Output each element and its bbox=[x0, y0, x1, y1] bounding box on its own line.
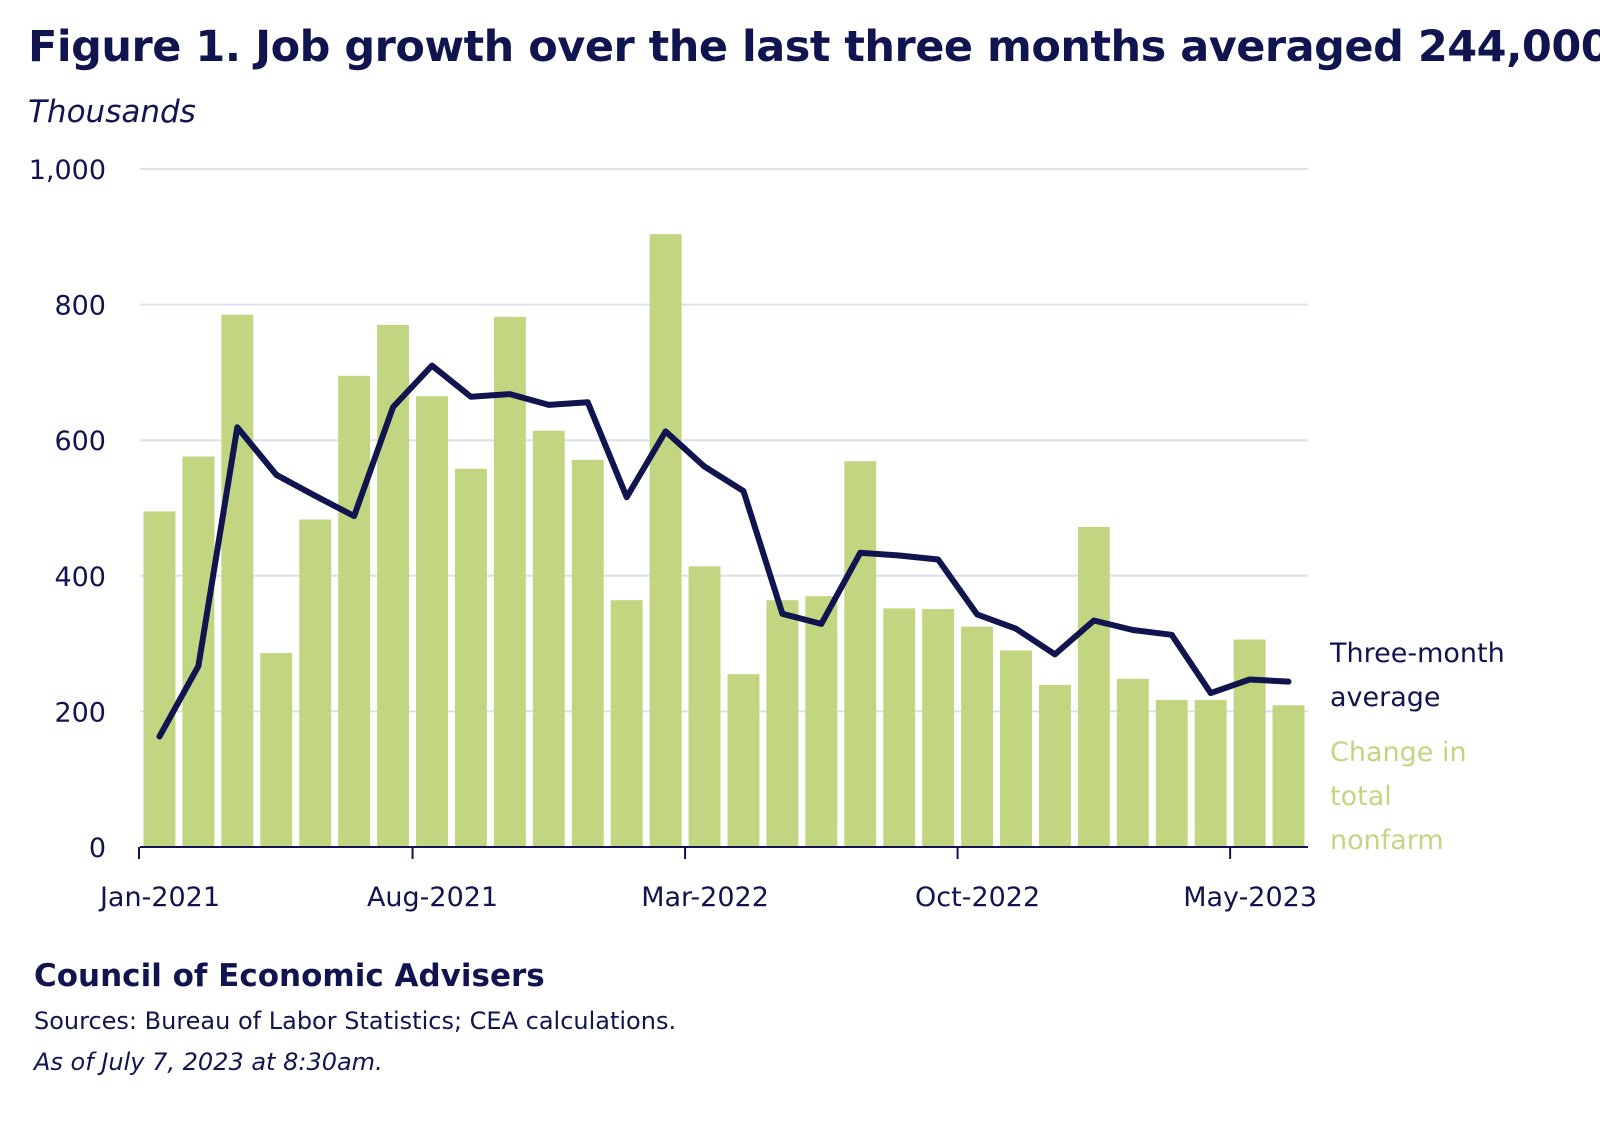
bar bbox=[143, 511, 176, 847]
bar bbox=[727, 674, 760, 847]
bar bbox=[1155, 699, 1188, 847]
x-tick-label: Jan-2021 bbox=[98, 882, 220, 913]
x-tick-label: Mar-2022 bbox=[641, 882, 769, 913]
y-tick-label: 1,000 bbox=[29, 155, 106, 186]
bar bbox=[493, 316, 526, 848]
bar bbox=[766, 600, 799, 847]
gridlines bbox=[140, 168, 1308, 713]
legend-label: nonfarm bbox=[1330, 825, 1444, 856]
y-axis-unit-label: Thousands bbox=[28, 94, 196, 130]
y-axis-ticks: 0 200 400 600 800 1,000 bbox=[29, 155, 106, 864]
bar bbox=[1038, 684, 1071, 847]
bar bbox=[1233, 639, 1266, 847]
y-tick-label: 0 bbox=[89, 833, 106, 864]
bar bbox=[805, 596, 838, 847]
bar bbox=[532, 430, 565, 847]
legend-item-three-month-average: Three-month average bbox=[1329, 638, 1505, 713]
bar bbox=[922, 609, 955, 847]
footer-sources: Sources: Bureau of Labor Statistics; CEA… bbox=[34, 1007, 677, 1035]
bar bbox=[338, 375, 371, 847]
legend-label: Change in bbox=[1330, 737, 1467, 768]
bar bbox=[454, 468, 487, 847]
bar bbox=[416, 396, 448, 847]
bar bbox=[1116, 678, 1149, 847]
bar bbox=[571, 459, 604, 847]
bar bbox=[1272, 705, 1305, 847]
legend-item-change-in-total-nonfarm: Change in total nonfarm bbox=[1330, 737, 1467, 856]
bar bbox=[1077, 526, 1110, 847]
x-tick-label: Aug-2021 bbox=[367, 882, 498, 913]
footer-date: As of July 7, 2023 at 8:30am. bbox=[34, 1048, 383, 1076]
x-tick-label: May-2023 bbox=[1183, 882, 1317, 913]
footer-organization: Council of Economic Advisers bbox=[34, 958, 545, 994]
three-month-average-line bbox=[156, 362, 1292, 740]
bar bbox=[221, 314, 254, 847]
y-tick-label: 400 bbox=[54, 562, 106, 593]
legend-label: total bbox=[1330, 781, 1392, 812]
x-tick-label: Oct-2022 bbox=[915, 882, 1040, 913]
bar bbox=[961, 626, 994, 847]
bar bbox=[1000, 650, 1032, 847]
bars bbox=[143, 234, 1305, 848]
bar bbox=[610, 600, 643, 847]
bar bbox=[260, 653, 293, 847]
average-line-group bbox=[156, 362, 1292, 740]
legend: Three-month average Change in total nonfarm bbox=[1329, 638, 1505, 856]
bar bbox=[688, 566, 721, 847]
chart-title: Figure 1. Job growth over the last three… bbox=[28, 22, 1600, 72]
bar bbox=[844, 461, 877, 847]
y-tick-label: 600 bbox=[54, 426, 106, 457]
bar bbox=[299, 519, 332, 847]
legend-label: Three-month bbox=[1329, 638, 1505, 669]
y-tick-label: 200 bbox=[54, 697, 106, 728]
legend-label: average bbox=[1330, 682, 1441, 713]
bar bbox=[883, 608, 916, 847]
x-axis-ticks: Jan-2021 Aug-2021 Mar-2022 Oct-2022 May-2023 bbox=[98, 847, 1317, 913]
y-tick-label: 800 bbox=[54, 291, 106, 322]
axes bbox=[138, 846, 1308, 859]
bar bbox=[649, 234, 682, 847]
bar bbox=[1194, 699, 1227, 847]
